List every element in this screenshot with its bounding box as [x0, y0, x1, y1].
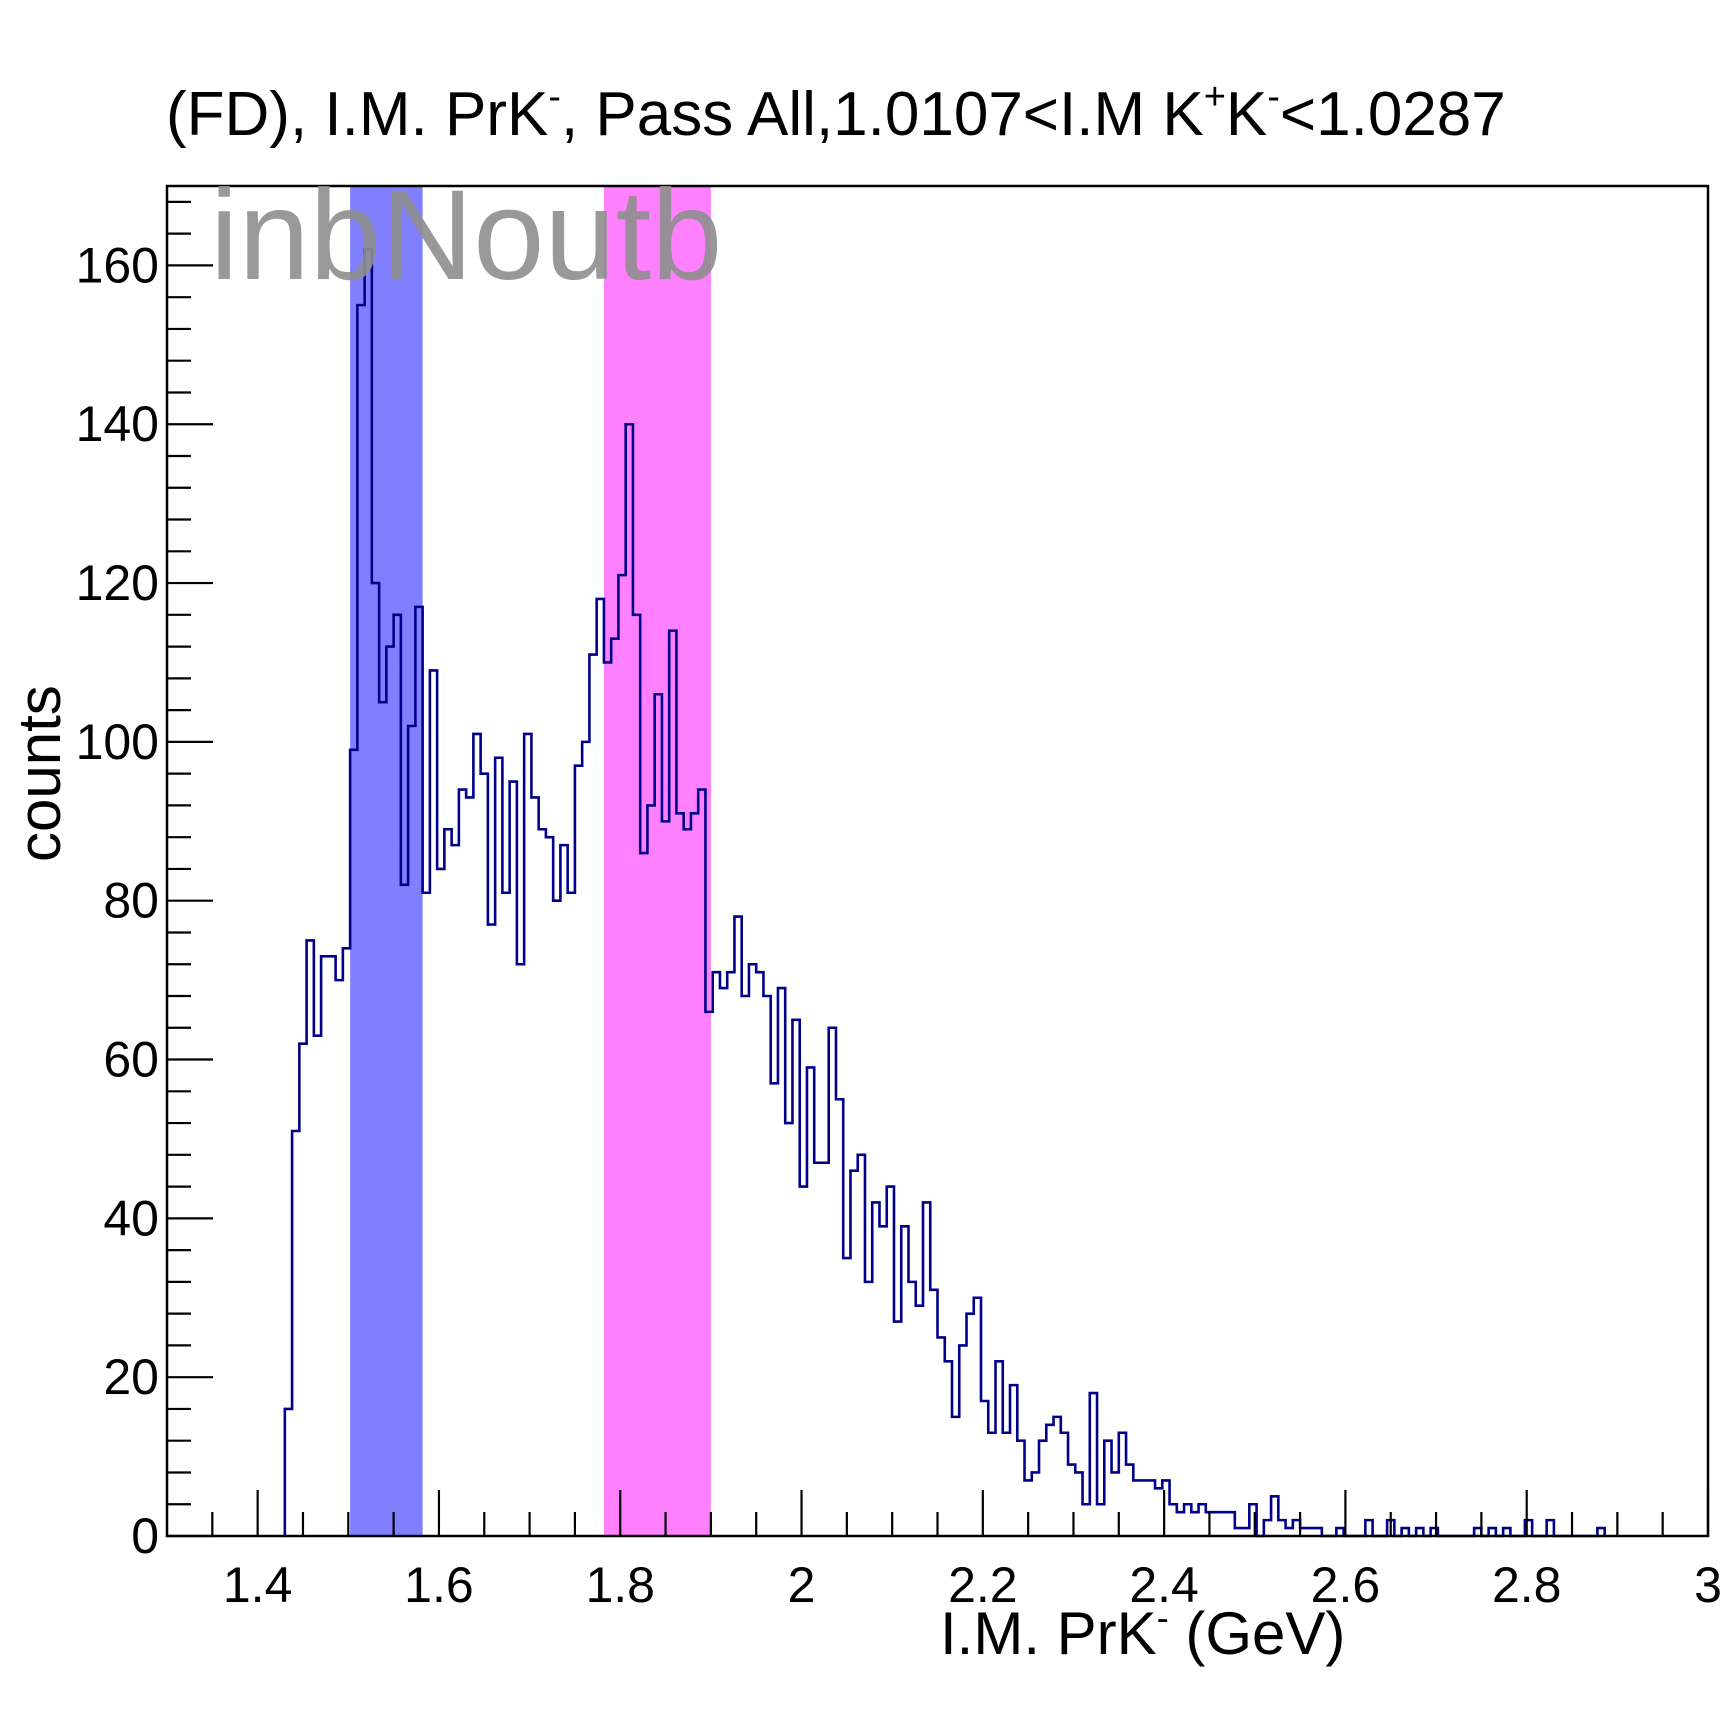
x-tick-label: 3 — [1694, 1557, 1722, 1613]
title-part: - — [548, 76, 561, 118]
title-part: + — [1203, 76, 1226, 118]
x-tick-label: 1.4 — [223, 1557, 293, 1613]
y-tick-label: 120 — [76, 555, 159, 611]
x-axis-label-part: I.M. PrK — [940, 1600, 1157, 1667]
plot-frame — [165, 184, 1710, 1538]
x-tick-label: 2.4 — [1129, 1557, 1199, 1613]
x-tick-label: 2.6 — [1311, 1557, 1381, 1613]
highlight-bands — [350, 186, 711, 1536]
x-axis-label: I.M. PrK- (GeV) — [940, 1600, 1345, 1664]
y-tick-label: 80 — [103, 873, 159, 929]
title-part: , Pass All,1.0107<I.M K — [560, 80, 1204, 149]
x-tick-label: 2.8 — [1492, 1557, 1562, 1613]
x-tick-label: 1.8 — [585, 1557, 655, 1613]
title-part: - — [1267, 76, 1280, 118]
title-part: <1.0287 — [1279, 80, 1506, 149]
x-axis-label-part: (GeV) — [1168, 1600, 1346, 1667]
highlight-band — [603, 186, 711, 1536]
y-tick-label: 140 — [76, 396, 159, 452]
y-tick-label: 0 — [131, 1508, 159, 1564]
chart-title: (FD), I.M. PrK-, Pass All,1.0107<I.M K+K… — [166, 78, 1506, 146]
title-part: (FD), I.M. PrK — [166, 80, 549, 149]
histogram-line — [283, 248, 1606, 1538]
axes: 1.4 1.6 1.8 2 2.2 2.4 2.6 2.8 3 0 20 40 60 80 100 120 14… — [76, 200, 1722, 1613]
title-part: K — [1225, 80, 1268, 149]
y-tick-label: 20 — [103, 1349, 159, 1405]
x-tick-label: 1.6 — [404, 1557, 474, 1613]
highlight-band — [350, 186, 423, 1536]
x-axis-label-part: - — [1156, 1597, 1169, 1638]
watermark-label: inbNoutb — [210, 164, 723, 307]
x-tick-label: 2 — [788, 1557, 816, 1613]
y-tick-label: 100 — [76, 714, 159, 770]
y-tick-label: 60 — [103, 1032, 159, 1088]
y-tick-label: 160 — [76, 237, 159, 293]
y-axis-label: counts — [6, 685, 73, 862]
x-tick-label: 2.2 — [948, 1557, 1018, 1613]
y-tick-label: 40 — [103, 1190, 159, 1246]
